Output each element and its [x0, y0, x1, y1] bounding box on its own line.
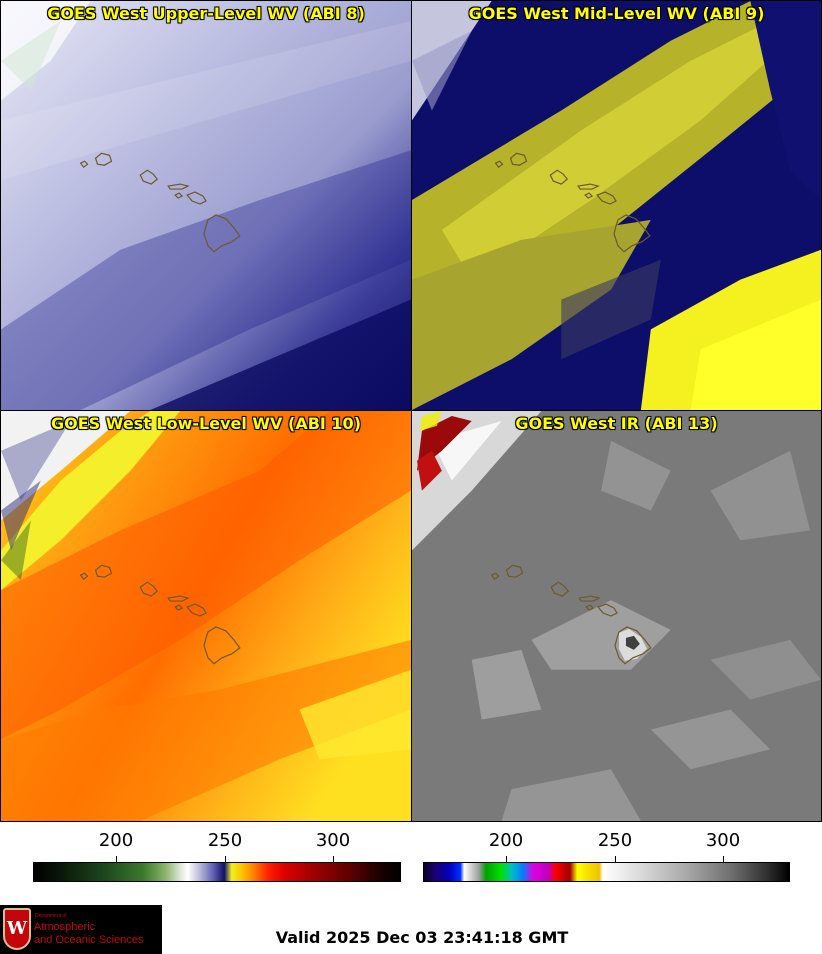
colorbar-tick-mark — [225, 856, 226, 862]
low-level-wv-image — [1, 411, 411, 821]
ir-colorbar — [423, 862, 790, 882]
panel-title: GOES West IR (ABI 13) — [515, 414, 718, 433]
panel-low-level-wv: GOES West Low-Level WV (ABI 10) — [0, 410, 412, 822]
panel-ir: GOES West IR (ABI 13) — [411, 410, 822, 822]
uw-crest-icon: W — [3, 908, 31, 950]
aos-logo: W Department of Atmospheric and Oceanic … — [0, 905, 162, 954]
colorbar-tick-label: 250 — [207, 830, 243, 851]
logo-oceanic-text: and Oceanic Sciences — [34, 934, 144, 946]
wv-colorbar-area: 200 250 300 — [0, 822, 411, 892]
logo-atmospheric-text: Atmospheric — [34, 921, 96, 933]
panel-mid-level-wv: GOES West Mid-Level WV (ABI 9) — [411, 0, 822, 411]
colorbar-tick-mark — [723, 856, 724, 862]
colorbar-tick-label: 200 — [98, 830, 134, 851]
colorbar-tick-mark — [615, 856, 616, 862]
panel-upper-level-wv: GOES West Upper-Level WV (ABI 8) — [0, 0, 412, 411]
satellite-image-grid: GOES West Upper-Level WV (ABI 8) — [0, 0, 822, 822]
colorbar-tick-label: 200 — [488, 830, 524, 851]
panel-title: GOES West Upper-Level WV (ABI 8) — [47, 4, 365, 23]
valid-time: Valid 2025 Dec 03 23:41:18 GMT — [275, 928, 569, 947]
panel-title: GOES West Mid-Level WV (ABI 9) — [468, 4, 765, 23]
panel-title: GOES West Low-Level WV (ABI 10) — [50, 414, 361, 433]
ir-image — [412, 411, 821, 821]
ir-colorbar-area: 200 250 300 — [411, 822, 822, 892]
colorbar-tick-mark — [333, 856, 334, 862]
colorbar-tick-label: 300 — [315, 830, 351, 851]
colorbar-tick-mark — [116, 856, 117, 862]
colorbar-tick-mark — [506, 856, 507, 862]
mid-level-wv-image — [412, 1, 821, 410]
island-outlines — [79, 564, 241, 665]
upper-level-wv-image — [1, 1, 411, 410]
island-outlines — [494, 152, 651, 253]
logo-department-text: Department of — [35, 913, 67, 919]
island-outlines — [490, 564, 652, 665]
wv-colorbar — [33, 862, 401, 882]
colorbar-tick-label: 250 — [597, 830, 633, 851]
island-outlines — [79, 152, 241, 253]
colorbar-tick-label: 300 — [705, 830, 741, 851]
